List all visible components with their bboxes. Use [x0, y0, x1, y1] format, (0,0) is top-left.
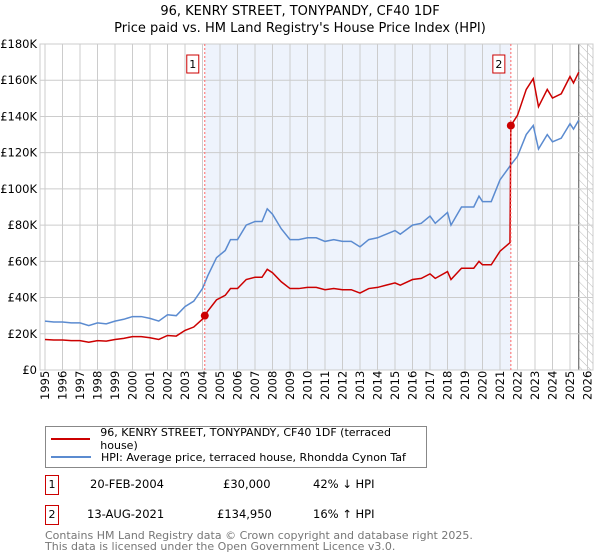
x-tick-label: 2002 — [161, 371, 175, 400]
x-tick-label: 2022 — [511, 371, 525, 400]
y-tick-label: £120K — [0, 146, 37, 160]
x-tick-label: 2017 — [423, 371, 437, 400]
x-tick-label: 2016 — [406, 371, 420, 400]
legend: 96, KENRY STREET, TONYPANDY, CF40 1DF (t… — [45, 426, 427, 468]
sale-price: £30,000 — [223, 477, 271, 491]
x-tick-label: 2021 — [493, 371, 507, 400]
footer: Contains HM Land Registry data © Crown c… — [45, 530, 473, 552]
y-tick-label: £60K — [8, 254, 38, 268]
y-tick-label: £20K — [8, 327, 38, 341]
x-tick-label: 2014 — [371, 371, 385, 400]
legend-label: 96, KENRY STREET, TONYPANDY, CF40 1DF (t… — [100, 426, 391, 452]
x-tick-label: 2015 — [388, 371, 402, 400]
x-tick-label: 2025 — [563, 371, 577, 400]
legend-swatch — [51, 438, 91, 440]
chart-title: 96, KENRY STREET, TONYPANDY, CF40 1DF — [160, 4, 440, 19]
y-tick-label: £180K — [0, 37, 37, 51]
sale-badge: 2 — [45, 505, 59, 525]
legend-item-property: 96, KENRY STREET, TONYPANDY, CF40 1DF (t… — [51, 426, 426, 452]
future-hatch — [578, 44, 593, 370]
shaded-ownership-period — [204, 44, 511, 370]
legend-swatch — [51, 456, 91, 458]
x-tick-label: 2020 — [476, 371, 490, 400]
y-tick-label: £160K — [0, 73, 37, 87]
x-tick-label: 2010 — [301, 371, 315, 400]
legend-item-hpi: HPI: Average price, terraced house, Rhon… — [51, 449, 406, 465]
sale-price: £134,950 — [217, 507, 272, 521]
hpi-line — [44, 119, 580, 327]
chart-subtitle: Price paid vs. HM Land Registry's House … — [114, 21, 486, 36]
x-tick-label: 1995 — [38, 371, 52, 400]
x-tick-label: 2005 — [213, 371, 227, 400]
sale-date: 20-FEB-2004 — [90, 477, 164, 491]
footer-copyright: Contains HM Land Registry data © Crown c… — [45, 529, 473, 542]
footer-licence: This data is licensed under the Open Gov… — [45, 540, 396, 553]
sale-label: 2 — [495, 58, 502, 71]
x-tick-label: 2009 — [283, 371, 297, 400]
sale-badge: 1 — [45, 475, 59, 495]
x-tick-label: 2019 — [458, 371, 472, 400]
sale-label-box — [186, 54, 200, 74]
x-tick-label: 2026 — [581, 371, 595, 400]
x-tick-label: 2007 — [248, 371, 262, 400]
price-chart: 1995 1996 1997 1998 1999 2000 2001 2002 2003 2004… — [0, 37, 595, 400]
sale-label-box — [492, 54, 506, 74]
x-tick-label: 2003 — [178, 371, 192, 400]
property-line — [44, 71, 580, 344]
y-tick-label: £80K — [8, 218, 38, 232]
x-tick-label: 2018 — [441, 371, 455, 400]
x-tick-label: 1999 — [108, 371, 122, 400]
y-tick-label: £100K — [0, 182, 37, 196]
x-tick-label: 2023 — [528, 371, 542, 400]
x-tick-label: 2024 — [546, 371, 560, 400]
legend-label: HPI: Average price, terraced house, Rhon… — [101, 450, 406, 464]
sale-point — [506, 121, 515, 130]
sale-label: 1 — [189, 58, 196, 71]
y-tick-label: £0 — [22, 363, 37, 377]
x-tick-label: 2001 — [143, 371, 157, 400]
x-tick-label: 2011 — [318, 371, 332, 400]
x-tick-label: 1996 — [56, 371, 70, 400]
sale-hpi: 16% ↑ HPI — [313, 507, 375, 521]
x-tick-label: 2000 — [126, 371, 140, 400]
x-tick-label: 2012 — [336, 371, 350, 400]
y-tick-label: £140K — [0, 109, 37, 123]
x-tick-label: 2013 — [353, 371, 367, 400]
x-tick-label: 2008 — [266, 371, 280, 400]
y-tick-label: £40K — [8, 291, 38, 305]
x-tick-label: 1997 — [73, 371, 87, 400]
sale-date: 13-AUG-2021 — [87, 507, 165, 521]
x-tick-label: 1998 — [91, 371, 105, 400]
sale-point — [200, 311, 209, 320]
x-tick-label: 2006 — [231, 371, 245, 400]
x-tick-label: 2004 — [196, 371, 210, 400]
sale-hpi: 42% ↓ HPI — [313, 477, 375, 491]
